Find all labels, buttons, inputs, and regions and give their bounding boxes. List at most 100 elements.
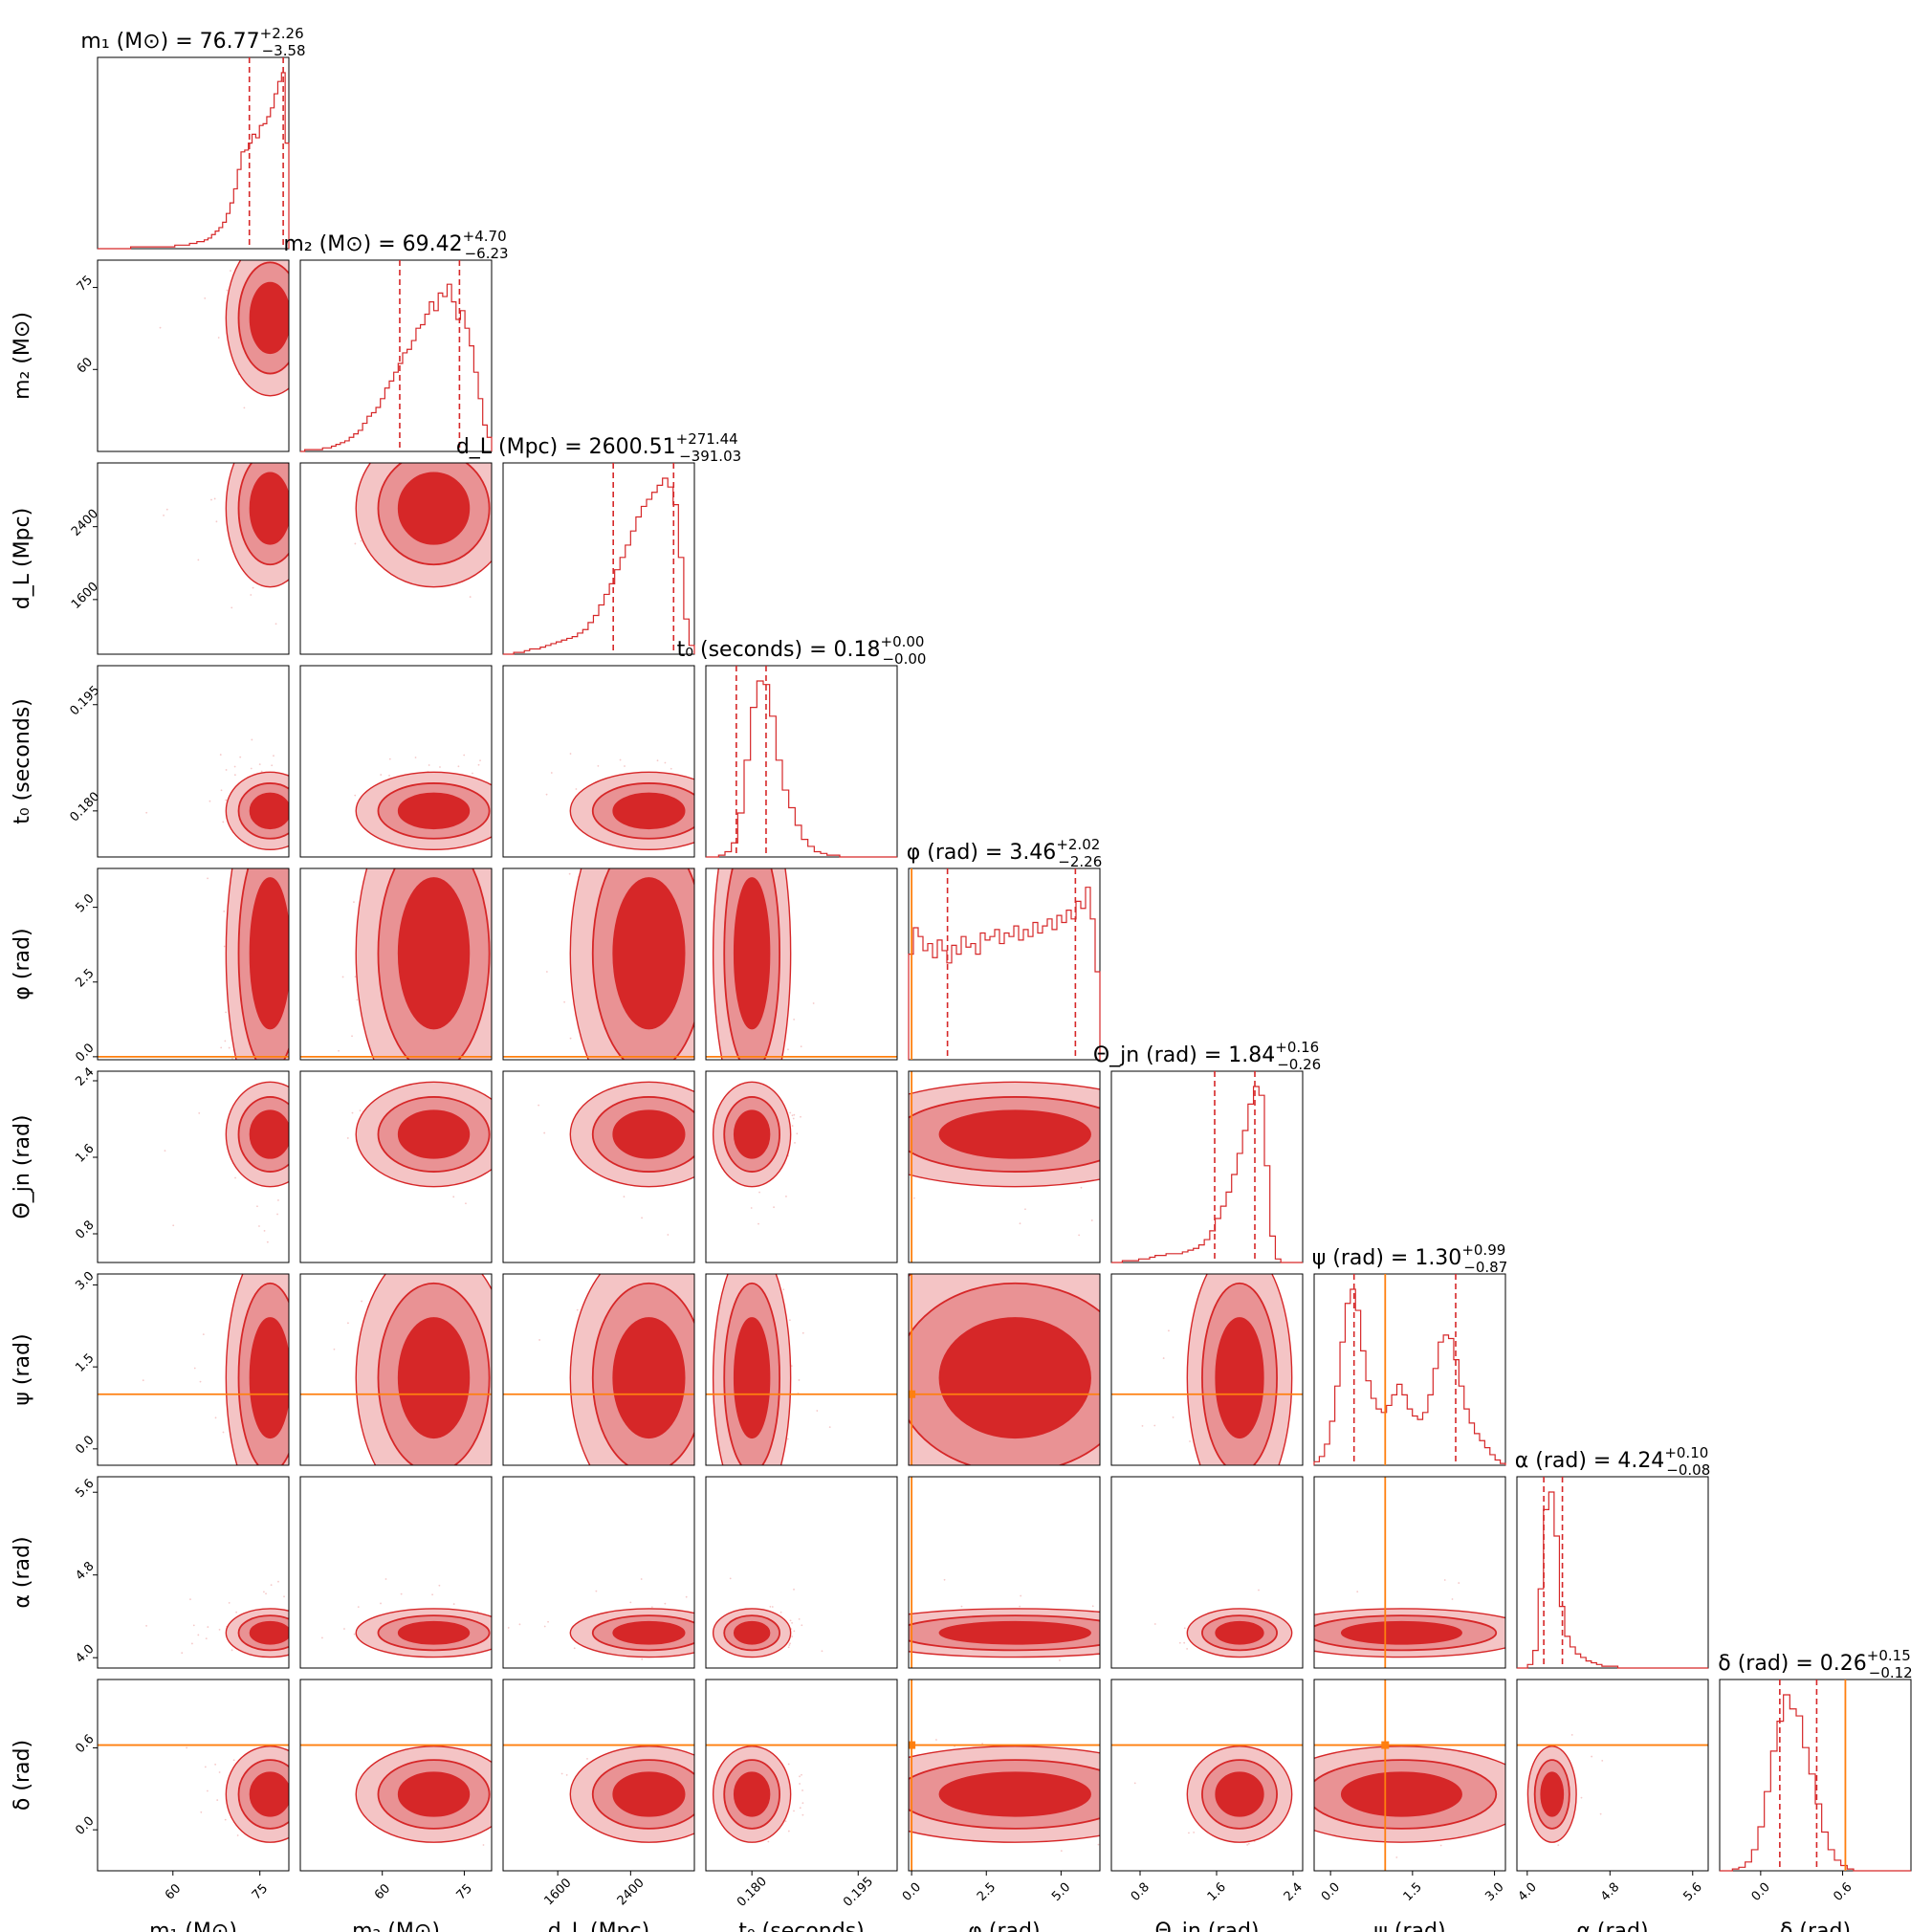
sample-point xyxy=(1101,1769,1103,1771)
panel-5-4 xyxy=(908,1070,1105,1263)
sample-point xyxy=(769,1605,772,1608)
sample-point xyxy=(186,1746,188,1749)
sample-point xyxy=(790,1365,793,1368)
diag-panel-3: t₀ (seconds) = 0.18+0.00 −0.00 xyxy=(677,633,926,858)
contour-level-3 xyxy=(249,1317,289,1439)
y-tick-label: 0.0 xyxy=(73,1041,97,1065)
truth-marker xyxy=(909,1741,916,1749)
y-tick-label: 0.0 xyxy=(73,1433,97,1457)
panel-1-0: 60 75 xyxy=(75,259,292,452)
panel-frame xyxy=(705,867,898,1061)
contour-level-3 xyxy=(1540,1771,1565,1817)
sample-point xyxy=(225,1011,228,1014)
sample-point xyxy=(266,1240,269,1243)
contour-level-3 xyxy=(612,1109,686,1159)
panel-frame xyxy=(1313,1273,1506,1466)
sample-point xyxy=(388,775,390,777)
sample-point xyxy=(773,1206,775,1209)
sample-point xyxy=(351,1111,354,1114)
sample-point xyxy=(230,270,231,272)
panel-frame xyxy=(299,665,493,858)
panel-5-0: 0.8 1.6 2.4 xyxy=(73,1065,290,1263)
contour-level-3 xyxy=(612,1317,686,1439)
sample-point xyxy=(142,1379,144,1382)
y-tick-label: 75 xyxy=(75,274,96,295)
sample-point xyxy=(623,1196,626,1198)
panel-7-0: 4.0 4.8 5.6 xyxy=(73,1476,290,1669)
sample-point xyxy=(438,1584,441,1587)
panel-frame xyxy=(1110,1476,1304,1669)
truth-marker xyxy=(1381,1741,1390,1749)
sample-point xyxy=(543,1131,546,1134)
sample-point xyxy=(360,539,362,542)
sample-point xyxy=(214,1763,217,1766)
panel-8-7 xyxy=(1516,1679,1709,1872)
sample-point xyxy=(1103,1122,1105,1124)
panel-8-6 xyxy=(1313,1679,1506,1872)
panel-frame xyxy=(97,462,290,655)
sample-point xyxy=(799,1783,801,1785)
sample-point xyxy=(493,940,494,942)
x-tick-label: 4.8 xyxy=(1598,1880,1622,1904)
sample-point xyxy=(469,596,472,598)
sample-point xyxy=(231,606,233,609)
sample-point xyxy=(1059,1659,1061,1661)
diag-panel-1: m₂ (M⊙) = 69.42+4.70 −6.23 xyxy=(283,228,509,452)
x-tick-label: 0.8 xyxy=(1129,1880,1153,1904)
sample-point xyxy=(1091,1605,1094,1608)
sample-point xyxy=(163,514,165,516)
sample-point xyxy=(346,1137,349,1139)
sample-point xyxy=(204,297,207,299)
sample-point xyxy=(295,524,296,526)
sample-point xyxy=(165,508,168,511)
sample-point xyxy=(1601,1759,1604,1762)
sample-point xyxy=(794,1141,796,1144)
contour-level-3 xyxy=(612,1771,686,1817)
panel-frame xyxy=(908,1679,1101,1872)
sample-point xyxy=(400,866,402,867)
sample-point xyxy=(935,1739,937,1741)
panel-7-4 xyxy=(908,1476,1101,1669)
x-tick-label: 0.0 xyxy=(1749,1880,1773,1904)
sample-point xyxy=(788,1319,791,1322)
sample-point xyxy=(210,498,212,501)
sample-point xyxy=(293,900,295,902)
sample-point xyxy=(1103,1410,1105,1412)
sample-point xyxy=(793,1588,795,1591)
x-axis-label: φ (rad) xyxy=(968,1920,1040,1932)
y-tick-label: 1.6 xyxy=(73,1141,97,1165)
sample-point xyxy=(789,1111,792,1114)
sample-point xyxy=(353,1633,356,1636)
sample-point xyxy=(791,1621,793,1624)
sample-point xyxy=(380,1602,382,1605)
contour-level-3 xyxy=(733,877,771,1030)
diag-title: d_L (Mpc) = 2600.51+271.44 −391.03 xyxy=(456,430,741,465)
sample-point xyxy=(224,1040,227,1043)
sample-point xyxy=(290,266,292,268)
sample-point xyxy=(1080,1186,1083,1189)
panel-frame xyxy=(705,665,898,858)
sample-point xyxy=(172,1224,175,1227)
sample-point xyxy=(205,1637,208,1640)
histogram-series xyxy=(503,477,695,655)
sample-point xyxy=(293,1418,295,1420)
panel-8-5 xyxy=(1110,1679,1304,1872)
contour-level-3 xyxy=(397,792,471,830)
panel-3-1 xyxy=(299,665,493,858)
sample-point xyxy=(799,1775,801,1778)
sample-point xyxy=(1188,1832,1190,1834)
panel-frame xyxy=(502,462,695,655)
contour-level-3 xyxy=(249,792,289,830)
sample-point xyxy=(482,1844,485,1846)
sample-point xyxy=(547,1620,549,1623)
sample-point xyxy=(798,1617,801,1620)
sample-point xyxy=(786,1438,789,1440)
sample-point xyxy=(263,1229,266,1232)
sample-point xyxy=(292,1420,294,1422)
panel-frame xyxy=(97,1679,290,1872)
sample-point xyxy=(235,1611,238,1614)
sample-point xyxy=(1186,1648,1189,1650)
sample-point xyxy=(767,1840,770,1843)
contour-level-3 xyxy=(938,1109,1091,1159)
sample-point xyxy=(292,1433,294,1435)
